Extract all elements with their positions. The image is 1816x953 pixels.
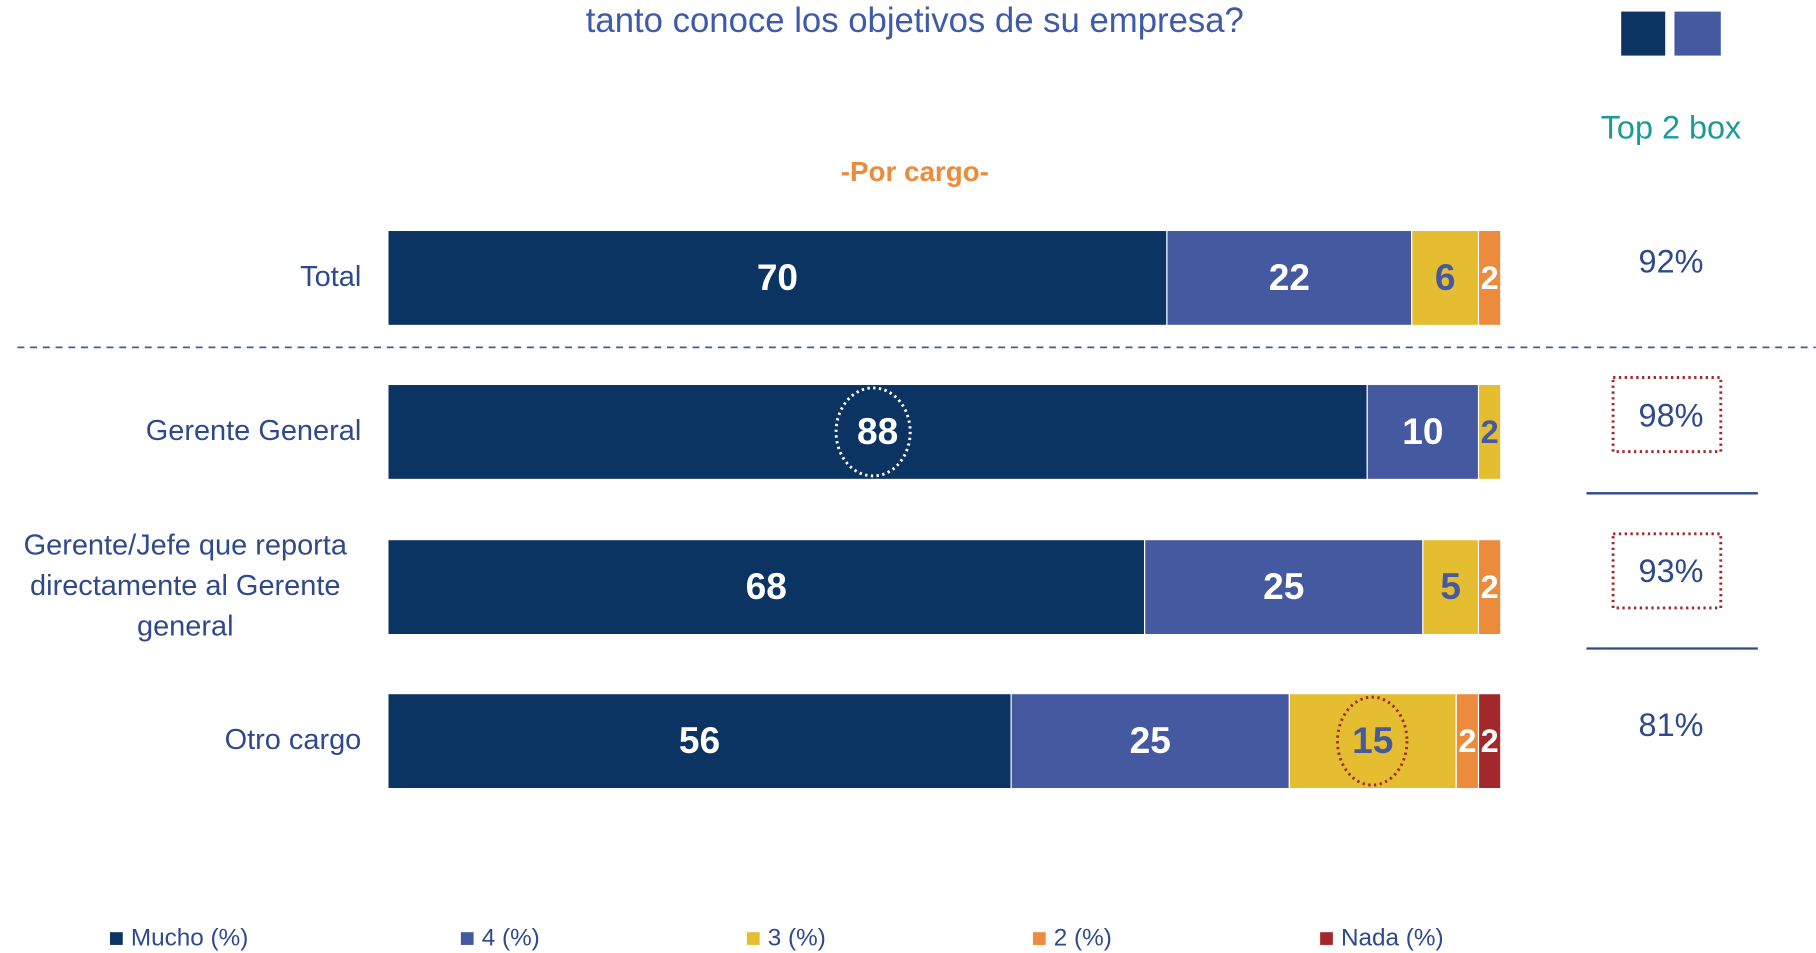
data-label: 88 (857, 410, 898, 452)
legend-swatch (110, 932, 123, 945)
category-label: Otro cargo (225, 724, 362, 756)
data-label: 2 (1481, 723, 1499, 759)
highlight-box (1611, 376, 1723, 454)
data-label: 2 (1458, 723, 1476, 759)
bar-segment (1366, 383, 1480, 480)
data-label: 70 (757, 256, 798, 298)
bar-segment (1422, 539, 1480, 636)
bar-segment (1411, 229, 1480, 326)
top2-label: 93% (1639, 553, 1704, 589)
category-label: Gerente/Jefe que reporta directamente al … (24, 529, 348, 642)
bar-segment (1477, 539, 1502, 636)
data-label: 56 (679, 719, 720, 761)
bar-segment (1477, 383, 1502, 480)
legend-swatch (1032, 932, 1046, 945)
legend-swatch (1320, 932, 1333, 945)
legend-swatch (460, 932, 474, 945)
top2-label: 98% (1639, 398, 1704, 434)
legend-label: 4 (%) (482, 925, 540, 952)
data-label: 6 (1435, 256, 1456, 298)
data-label: 2 (1481, 569, 1499, 605)
legend-label: Mucho (%) (131, 925, 248, 952)
chart-body: -Por cargo- Top 2 box En una escala del … (17, 0, 1816, 952)
deco-square (1621, 11, 1666, 56)
bar-segment (387, 539, 1146, 636)
top2-label: 81% (1639, 707, 1704, 743)
side-header: Top 2 box (1601, 109, 1742, 145)
bar-segment (387, 693, 1012, 790)
data-label: 5 (1440, 565, 1461, 607)
highlight-circle (1336, 695, 1409, 787)
data-label: 22 (1269, 256, 1310, 298)
bar-segment (1477, 229, 1502, 326)
highlight-box (1611, 532, 1723, 610)
bar-segment (1010, 693, 1290, 790)
chart-title: En una escala del 5 al 1, donde 5 es muc… (433, 0, 1396, 40)
data-label: 68 (746, 565, 787, 607)
legend-label: 2 (%) (1054, 925, 1112, 952)
bar-segment (387, 229, 1168, 326)
bar-segment (1166, 229, 1413, 326)
bar-segment (1477, 693, 1502, 790)
data-label: 25 (1130, 719, 1171, 761)
category-label: Gerente General (146, 415, 362, 447)
data-label: 25 (1263, 565, 1304, 607)
data-label: 2 (1481, 414, 1499, 450)
category-label: Total (300, 261, 361, 293)
bar-segment (387, 383, 1368, 480)
legend-swatch (746, 932, 760, 945)
deco-square (1674, 11, 1721, 56)
data-label: 10 (1402, 410, 1443, 452)
subtitle: -Por cargo- (841, 156, 989, 187)
bar-segment (1144, 539, 1424, 636)
highlight-circle (834, 386, 912, 478)
data-label: 15 (1352, 719, 1393, 761)
legend-label: Nada (%) (1341, 925, 1444, 952)
legend-label: 3 (%) (768, 925, 826, 952)
top2-label: 92% (1639, 244, 1704, 280)
data-label: 2 (1481, 260, 1499, 296)
